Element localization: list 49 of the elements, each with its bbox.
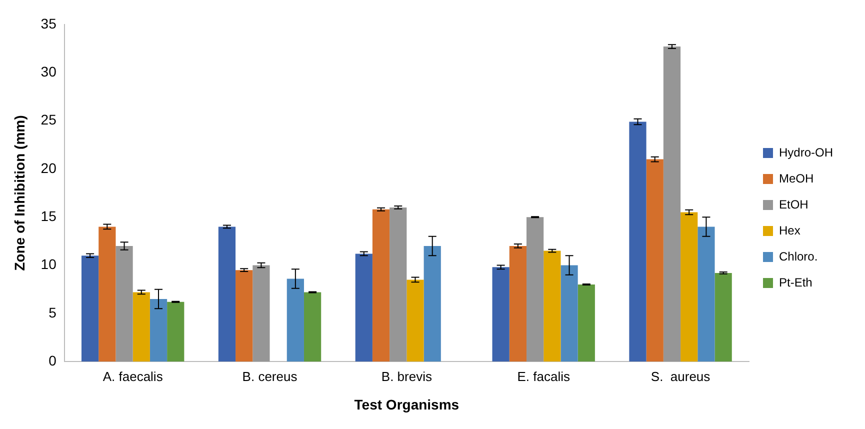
legend-label: EtOH [778, 197, 808, 212]
y-tick-label: 5 [48, 304, 57, 320]
bar [355, 254, 372, 362]
bar [714, 272, 732, 362]
legend-label: MeOH [778, 171, 814, 186]
bar [509, 246, 526, 362]
y-tick-label: 30 [40, 63, 57, 80]
bar [218, 226, 236, 362]
y-tick-label: 15 [40, 208, 57, 224]
x-tick-label: A. faecalis [102, 368, 164, 384]
bar [578, 284, 595, 362]
y-tick-label: 35 [40, 15, 57, 32]
bar [680, 212, 698, 362]
legend-label: Hex [778, 223, 800, 238]
bar [629, 122, 646, 362]
bar [98, 226, 116, 362]
bar [236, 270, 253, 362]
bar [406, 280, 424, 362]
bar [252, 265, 270, 362]
bar [646, 159, 664, 362]
bar [492, 267, 510, 362]
legend-label: Hydro-OH [778, 145, 834, 160]
x-tick-label: E. facalis [517, 368, 570, 384]
bar [116, 246, 133, 362]
y-tick-label: 20 [40, 160, 57, 176]
bar [424, 246, 441, 362]
y-tick-label: 0 [48, 352, 57, 368]
y-axis-title: Zone of Inhibition (mm) [11, 115, 28, 271]
legend-label: Chloro. [778, 249, 818, 264]
bar [698, 226, 715, 362]
legend-label: Pt-Eth [778, 275, 812, 290]
bar [560, 265, 578, 362]
bar [390, 207, 407, 362]
x-tick-label: S. aureus [650, 368, 711, 384]
bar [544, 250, 561, 362]
y-tick-label: 25 [40, 112, 57, 128]
bar [167, 302, 184, 362]
bar [81, 256, 99, 362]
bar [132, 292, 150, 362]
bar [372, 209, 390, 362]
bar [663, 46, 681, 362]
x-tick-label: B. cereus [242, 368, 298, 384]
x-axis-title: Test Organisms [354, 396, 460, 412]
bar [304, 292, 322, 362]
x-tick-label: B. brevis [381, 368, 432, 384]
y-tick-label: 10 [40, 256, 57, 272]
bar [286, 278, 304, 362]
bar [526, 217, 544, 362]
bar [150, 298, 168, 362]
